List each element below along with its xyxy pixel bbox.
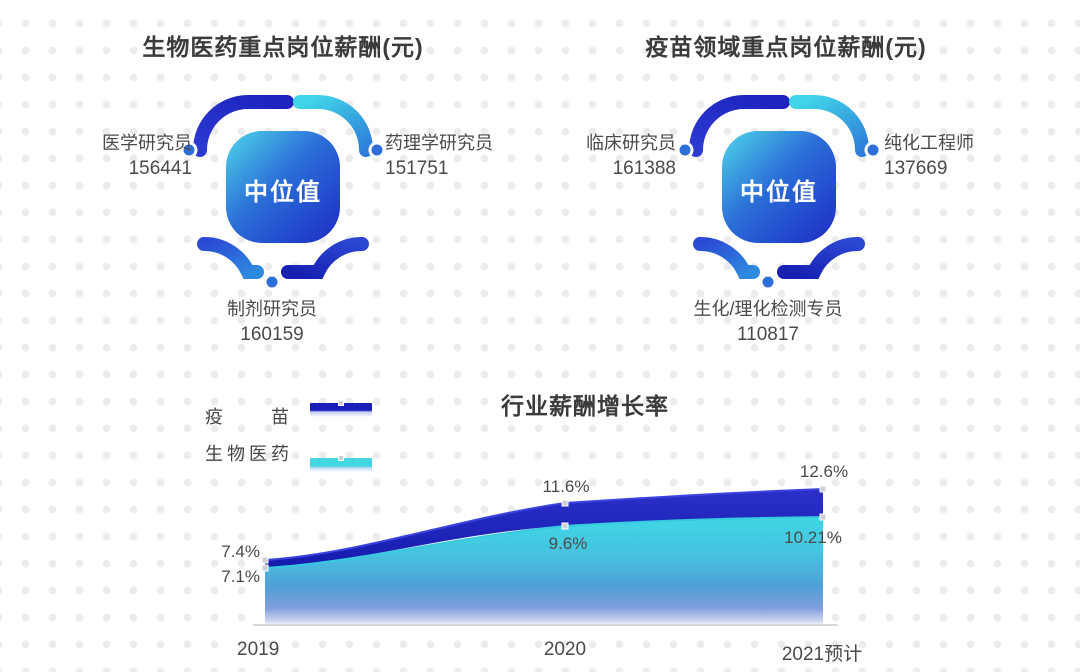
axis-label-2021: 2021预计: [781, 644, 863, 665]
position-value: 137669: [884, 158, 948, 179]
vaccine-right-position: 纯化工程师 137669: [884, 131, 1054, 181]
biopharma-color-bar: [310, 458, 372, 472]
value-label-biopharma-2021: 10.21%: [784, 528, 842, 547]
axis-label-2019: 2019: [237, 639, 280, 660]
axis-label-2020: 2020: [543, 639, 587, 660]
position-label: 医学研究员: [102, 133, 192, 153]
vaccine-area: [265, 489, 823, 568]
position-value: 160159: [240, 324, 304, 345]
vaccine-bottom-position: 生化/理化检测专员 110817: [648, 297, 888, 347]
biopharma-marker-icon: [338, 455, 344, 461]
growth-area-chart: [253, 485, 838, 626]
biopharma-bottom-position: 制剂研究员 160159: [172, 297, 372, 347]
value-label-vaccine-2021: 12.6%: [799, 462, 849, 481]
legend-label-biopharma: 生物医药: [205, 444, 289, 464]
vaccine-left-position: 临床研究员 161388: [526, 131, 676, 181]
biopharma-donut-center-label: 中位值: [244, 179, 322, 206]
vaccine-donut-title: 疫苗领域重点岗位薪酬(元): [645, 34, 927, 60]
position-value: 161388: [612, 158, 676, 179]
value-label-vaccine-2020: 11.6%: [542, 477, 590, 496]
vaccine-donut-center-label: 中位值: [740, 179, 818, 206]
biopharma-donut-title: 生物医药重点岗位薪酬(元): [142, 34, 424, 60]
position-value: 110817: [737, 324, 799, 345]
position-label: 制剂研究员: [227, 299, 317, 319]
value-label-biopharma-2019: 7.1%: [221, 567, 260, 586]
value-label-vaccine-2019: 7.4%: [221, 542, 260, 561]
legend-swatch-vaccine: [310, 400, 372, 419]
position-label: 生化/理化检测专员: [693, 299, 843, 319]
biopharma-left-position: 医学研究员 156441: [50, 131, 192, 181]
legend-label-vaccine: 疫苗: [205, 407, 289, 427]
position-label: 药理学研究员: [385, 133, 493, 153]
biopharma-right-position: 药理学研究员 151751: [385, 131, 555, 181]
biopharma-area: [265, 517, 823, 624]
legend-swatch-biopharma: [310, 455, 372, 474]
vaccine-marker-icon: [338, 400, 344, 406]
growth-chart-title: 行业薪酬增长率: [501, 393, 669, 419]
position-label: 纯化工程师: [884, 133, 974, 153]
position-value: 156441: [128, 158, 192, 179]
value-label-biopharma-2020: 9.6%: [548, 534, 588, 553]
data-point-markers: [261, 485, 827, 572]
position-label: 临床研究员: [586, 133, 676, 153]
position-value: 151751: [385, 158, 449, 179]
vaccine-color-bar: [310, 403, 372, 417]
